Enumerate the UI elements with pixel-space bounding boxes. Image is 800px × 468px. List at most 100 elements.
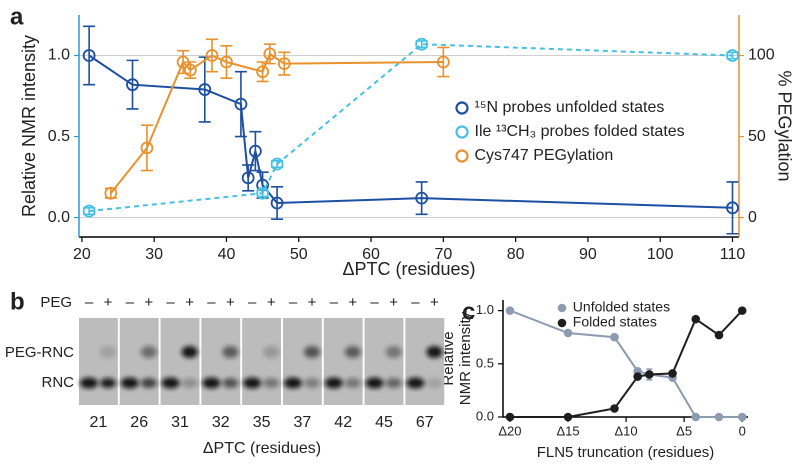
gel-band	[324, 377, 343, 389]
data-point	[277, 57, 291, 71]
x-axis-label: FLN5 truncation (residues)	[537, 444, 715, 461]
lane-label: 26	[130, 414, 148, 431]
x-tick-label: 110	[720, 246, 746, 263]
legend-label: Ile ¹³CH₃ probes folded states	[475, 123, 685, 140]
x-tick-label: 70	[434, 246, 452, 263]
data-point	[737, 412, 747, 422]
error-bar	[415, 181, 428, 216]
x-tick-label: 30	[145, 246, 163, 263]
data-point	[183, 63, 197, 77]
data-point	[645, 370, 654, 379]
peg-sign: –	[370, 294, 379, 311]
peg-sign: –	[85, 294, 94, 311]
lane-label: 37	[294, 414, 312, 431]
legend-marker	[455, 101, 469, 115]
x-tick-label: Δ15	[556, 423, 579, 438]
gel-band	[344, 378, 361, 388]
error-bar	[140, 124, 153, 172]
gel-band	[222, 346, 239, 358]
gel-band	[304, 346, 320, 358]
panel-label: c	[462, 298, 475, 325]
gel-lane-shade	[323, 318, 363, 405]
gel-lane	[283, 318, 322, 405]
gel-lane-shade	[283, 318, 322, 405]
lane-label: 67	[416, 414, 434, 431]
data-point	[691, 412, 701, 422]
data-point	[126, 78, 139, 92]
error-bar	[278, 51, 291, 76]
error-bar	[83, 25, 96, 86]
y-tick-label: 0.5	[476, 355, 494, 370]
peg-sign: –	[166, 294, 175, 311]
peg-sign: –	[248, 294, 257, 311]
gel-lane	[201, 318, 241, 405]
gel-lane	[160, 318, 200, 405]
gel-lane-shade	[405, 318, 445, 405]
error-bar	[206, 38, 219, 73]
legend-marker	[557, 318, 567, 328]
peg-sign: +	[226, 294, 235, 311]
legend-marker	[455, 125, 469, 139]
data-point	[270, 157, 284, 171]
data-point	[104, 186, 118, 200]
data-point	[270, 196, 284, 210]
data-point	[256, 186, 270, 200]
x-tick-label: 60	[362, 246, 380, 263]
error-bar	[249, 130, 262, 172]
data-point	[714, 330, 724, 340]
x-tick-label: 0	[739, 423, 746, 438]
data-point	[234, 97, 248, 111]
data-point	[140, 141, 154, 155]
y2-tick-label: 50	[748, 128, 766, 145]
lane-label: 32	[212, 414, 230, 431]
gel-band	[181, 378, 198, 388]
gel-band	[140, 346, 157, 358]
series-line	[88, 43, 733, 213]
gel-band	[80, 377, 98, 389]
lane-label: 35	[253, 414, 271, 431]
y-tick-label: 1.0	[48, 47, 70, 64]
data-point	[691, 314, 701, 324]
data-point	[668, 369, 677, 378]
data-point	[563, 412, 573, 422]
data-point	[726, 49, 739, 62]
data-point	[415, 37, 429, 51]
band-label: RNC	[42, 374, 75, 391]
gel-band	[365, 377, 384, 389]
data-point	[610, 404, 619, 413]
data-point	[714, 412, 724, 422]
gel-band	[161, 377, 180, 389]
lane-label: 45	[375, 414, 393, 431]
data-point	[82, 204, 96, 218]
x-tick-label: 50	[290, 246, 308, 263]
gel-lane-shade	[201, 318, 241, 405]
peg-sign: +	[144, 294, 153, 311]
y-axis-label: Relative NMR intensity	[19, 35, 39, 217]
peg-sign: –	[411, 294, 420, 311]
error-bar	[437, 46, 450, 78]
error-bar	[726, 181, 739, 235]
error-bar	[271, 185, 284, 220]
legend-label: Unfolded states	[573, 299, 670, 315]
gel-lane	[405, 318, 445, 405]
gel-band	[304, 378, 320, 388]
gel-lane-shade	[79, 318, 118, 405]
gel-band	[100, 378, 116, 388]
gel-band	[406, 377, 425, 389]
y2-tick-label: 100	[748, 47, 775, 64]
x-tick-label: 20	[73, 246, 91, 263]
panel-label: a	[10, 3, 24, 30]
y-tick-label: 0.0	[476, 408, 494, 423]
peg-sign: –	[126, 294, 135, 311]
data-point	[633, 372, 642, 381]
gel-band	[263, 346, 280, 358]
gel-axis-label: ΔPTC (residues)	[203, 440, 321, 457]
gel-band	[263, 378, 280, 388]
gel-band	[100, 346, 116, 358]
y-tick-label: 1.0	[476, 302, 494, 317]
data-point	[82, 49, 96, 62]
lane-label: 31	[171, 414, 189, 431]
x-tick-label: Δ10	[615, 423, 638, 438]
y2-tick-label: 0	[748, 209, 757, 226]
